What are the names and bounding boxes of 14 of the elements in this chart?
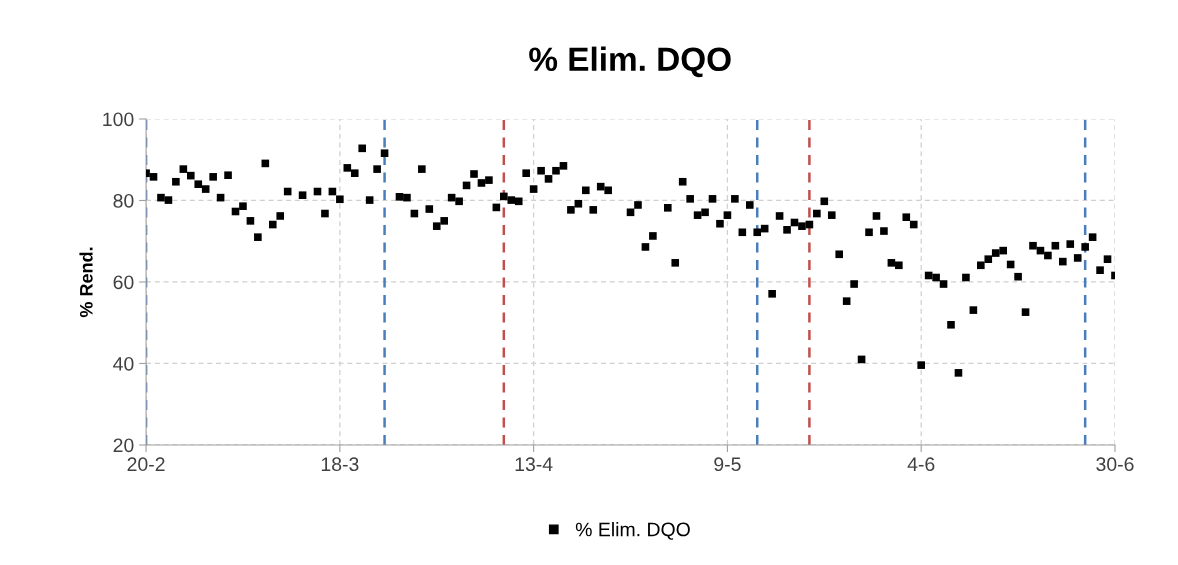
x-tick-label: 9-5 xyxy=(714,457,741,472)
y-tick-label: 80 xyxy=(113,193,134,208)
legend-label: % Elim. DQO xyxy=(575,522,690,540)
y-tick-label: 40 xyxy=(113,356,134,371)
x-tick-label: 30-6 xyxy=(1096,457,1134,472)
x-tick-label: 18-3 xyxy=(321,457,359,472)
x-tick-label: 13-4 xyxy=(515,457,553,472)
chart-title: % Elim. DQO xyxy=(529,46,731,78)
y-axis-title: % Rend. xyxy=(79,247,93,318)
y-tick-label: 60 xyxy=(113,275,134,290)
y-tick-label: 100 xyxy=(103,112,134,127)
x-tick-label: 20-2 xyxy=(127,457,165,472)
y-tick-label: 20 xyxy=(113,438,134,453)
x-tick-label: 4-6 xyxy=(907,457,935,472)
